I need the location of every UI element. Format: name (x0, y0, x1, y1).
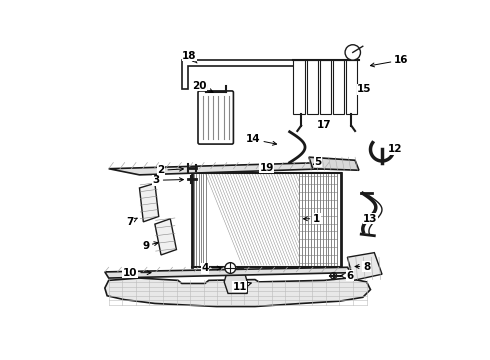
Bar (333, 60, 344, 114)
Text: 20: 20 (192, 81, 213, 92)
Polygon shape (109, 163, 351, 175)
Text: 2: 2 (157, 165, 183, 175)
Polygon shape (309, 157, 359, 170)
Text: 5: 5 (314, 157, 322, 167)
Text: 7: 7 (126, 217, 137, 227)
Text: 3: 3 (153, 175, 183, 185)
Polygon shape (155, 219, 176, 255)
Polygon shape (105, 267, 351, 278)
Text: 12: 12 (388, 144, 402, 154)
Bar (307, 60, 318, 114)
Polygon shape (105, 278, 370, 306)
Text: 10: 10 (123, 267, 151, 278)
Text: 16: 16 (370, 55, 409, 67)
Circle shape (225, 263, 236, 274)
Text: 1: 1 (303, 214, 320, 224)
Bar (294, 60, 305, 114)
Text: 8: 8 (355, 261, 370, 271)
Text: 18: 18 (182, 50, 197, 63)
Text: 17: 17 (317, 120, 332, 130)
Circle shape (345, 45, 361, 60)
Text: 9: 9 (142, 241, 158, 251)
Bar (319, 60, 331, 114)
FancyBboxPatch shape (198, 91, 233, 144)
Polygon shape (182, 60, 301, 89)
Text: 11: 11 (232, 282, 251, 292)
Text: 19: 19 (259, 163, 274, 173)
Text: 13: 13 (363, 214, 378, 224)
Polygon shape (224, 269, 247, 293)
Polygon shape (347, 253, 382, 280)
Polygon shape (140, 183, 159, 222)
Text: 6: 6 (341, 271, 353, 281)
Text: 14: 14 (246, 134, 276, 145)
Bar (346, 60, 357, 114)
Text: 4: 4 (201, 263, 221, 273)
Text: 15: 15 (357, 84, 371, 94)
